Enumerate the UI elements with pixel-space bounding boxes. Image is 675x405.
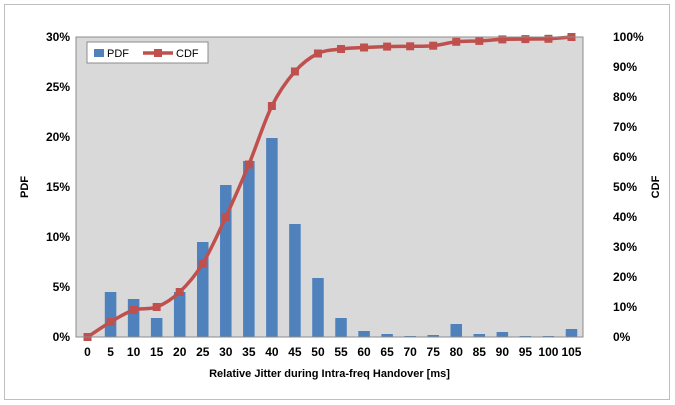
x-tick-label: 50	[311, 345, 325, 359]
pdf-bar	[266, 138, 278, 337]
x-tick-label: 85	[473, 345, 487, 359]
left-axis-ticks: 0% 5% 10% 15% 20% 25% 30%	[46, 30, 70, 344]
x-tick-label: 10	[127, 345, 141, 359]
legend-pdf-swatch	[94, 49, 104, 57]
x-tick-label: 15	[150, 345, 164, 359]
pdf-bar	[289, 224, 301, 337]
pdf-bar	[312, 278, 324, 337]
pdf-bar	[473, 334, 486, 337]
cdf-marker	[521, 35, 530, 44]
x-tick-label: 55	[334, 345, 348, 359]
cdf-marker	[221, 213, 230, 221]
x-tick-label: 65	[380, 345, 394, 359]
left-tick-label: 5%	[53, 280, 71, 294]
pdf-bar	[565, 329, 578, 337]
pdf-bar	[127, 299, 140, 337]
cdf-marker	[360, 43, 369, 52]
right-axis-ticks: 0% 10% 20% 30% 40% 50% 60% 70% 80% 90% 100%	[613, 30, 644, 344]
pdf-bar	[358, 331, 370, 337]
left-tick-label: 15%	[46, 180, 70, 194]
left-tick-label: 30%	[46, 30, 70, 44]
x-tick-label: 90	[496, 345, 510, 359]
right-tick-label: 100%	[613, 30, 644, 44]
x-tick-label: 100	[538, 345, 558, 359]
cdf-marker	[544, 34, 553, 43]
x-tick-label: 60	[357, 345, 371, 359]
right-tick-label: 50%	[613, 180, 637, 194]
right-tick-label: 40%	[613, 210, 637, 224]
cdf-marker	[406, 42, 415, 51]
x-tick-label: 40	[265, 345, 279, 359]
x-tick-label: 80	[450, 345, 464, 359]
cdf-marker	[175, 288, 184, 296]
left-tick-label: 25%	[46, 80, 70, 94]
pdf-bar	[150, 318, 163, 337]
pdf-bar	[450, 324, 463, 337]
x-tick-label: 30	[219, 345, 233, 359]
right-tick-label: 60%	[613, 150, 637, 164]
cdf-marker	[452, 37, 461, 46]
right-tick-label: 10%	[613, 300, 637, 314]
legend: PDF CDF	[86, 41, 209, 64]
cdf-marker	[383, 42, 392, 51]
cdf-marker	[290, 67, 299, 76]
cdf-marker	[337, 45, 346, 53]
cdf-marker	[129, 306, 138, 314]
cdf-marker	[313, 49, 322, 58]
x-axis-ticks: 0 5 10 15 20 25 30 35 40 45 50 55 60 65 70 75 80 85 90 95 10…	[84, 345, 582, 359]
pdf-bar	[173, 292, 186, 337]
cdf-marker	[498, 35, 507, 44]
x-tick-label: 45	[288, 345, 302, 359]
right-tick-label: 30%	[613, 240, 637, 254]
pdf-bar	[243, 161, 255, 337]
legend-cdf-marker	[154, 49, 162, 57]
plot-border	[75, 36, 584, 338]
right-tick-label: 70%	[613, 120, 637, 134]
pdf-bar	[196, 242, 209, 337]
x-axis-title: Relative Jitter during Intra-freq Handov…	[209, 368, 450, 380]
x-tick-label: 25	[196, 345, 210, 359]
pdf-bar	[335, 318, 347, 337]
left-axis-title: PDF	[19, 176, 31, 198]
legend-pdf-label: PDF	[107, 48, 129, 60]
legend-cdf-label: CDF	[176, 48, 199, 60]
cdf-marker	[475, 36, 484, 45]
cdf-marker	[106, 318, 115, 326]
pdf-bar	[496, 332, 509, 337]
x-tick-label: 35	[242, 345, 256, 359]
cdf-line	[86, 35, 572, 339]
cdf-marker	[429, 41, 438, 50]
right-tick-label: 0%	[613, 330, 631, 344]
right-tick-label: 20%	[613, 270, 637, 284]
x-tick-label: 105	[561, 345, 581, 359]
pdf-bar	[220, 185, 232, 337]
cdf-marker	[198, 259, 207, 268]
pdf-bar	[427, 335, 439, 337]
cdf-marker	[152, 303, 161, 311]
x-tick-label: 5	[107, 345, 114, 359]
pdf-bar	[104, 292, 117, 337]
x-tick-label: 70	[403, 345, 417, 359]
left-tick-label: 20%	[46, 130, 70, 144]
pdf-bars	[104, 138, 578, 337]
x-tick-label: 20	[173, 345, 187, 359]
x-tick-label: 0	[84, 345, 91, 359]
plot-area	[76, 37, 583, 337]
right-axis-title: CDF	[650, 175, 662, 198]
cdf-marker	[267, 102, 276, 110]
left-tick-label: 10%	[46, 230, 70, 244]
x-tick-label: 75	[427, 345, 441, 359]
pdf-bar	[381, 334, 393, 337]
cdf-marker	[244, 160, 253, 169]
right-tick-label: 80%	[613, 90, 637, 104]
x-tick-label: 95	[519, 345, 533, 359]
right-tick-label: 90%	[613, 60, 637, 74]
left-tick-label: 0%	[53, 330, 71, 344]
